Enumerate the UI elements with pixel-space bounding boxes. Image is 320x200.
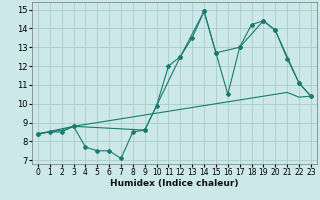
X-axis label: Humidex (Indice chaleur): Humidex (Indice chaleur) bbox=[110, 179, 239, 188]
